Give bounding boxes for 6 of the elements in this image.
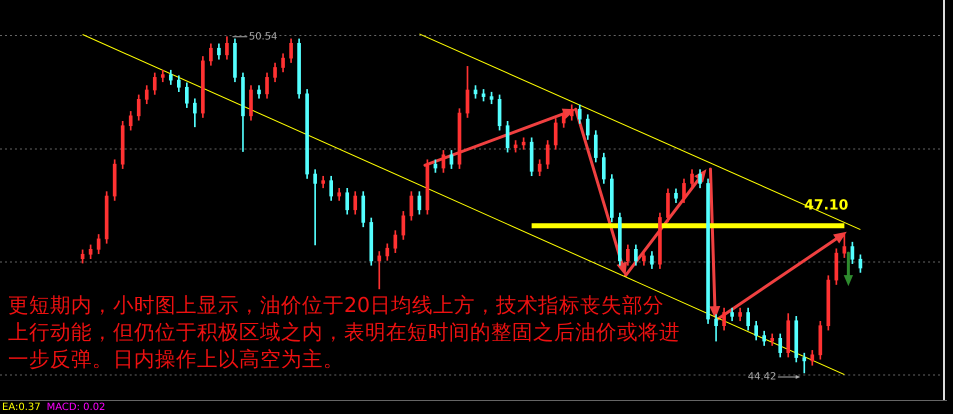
text: MACD: 0.02 (46, 402, 106, 413)
annotation: 更短期内，小时图上显示，油价位于20日均线上方，技术指标丧失部分上行动能，但仍位于积极区域之内，表明在短时间的整固之后油价或将进一步反弹。日内操作上以高空为主。 (8, 292, 680, 373)
annotation: 44.42 (748, 372, 776, 383)
annotation: 47.10 (804, 197, 849, 214)
annotation: 50.54 (248, 31, 278, 42)
text: EA:0.37 (2, 402, 41, 413)
